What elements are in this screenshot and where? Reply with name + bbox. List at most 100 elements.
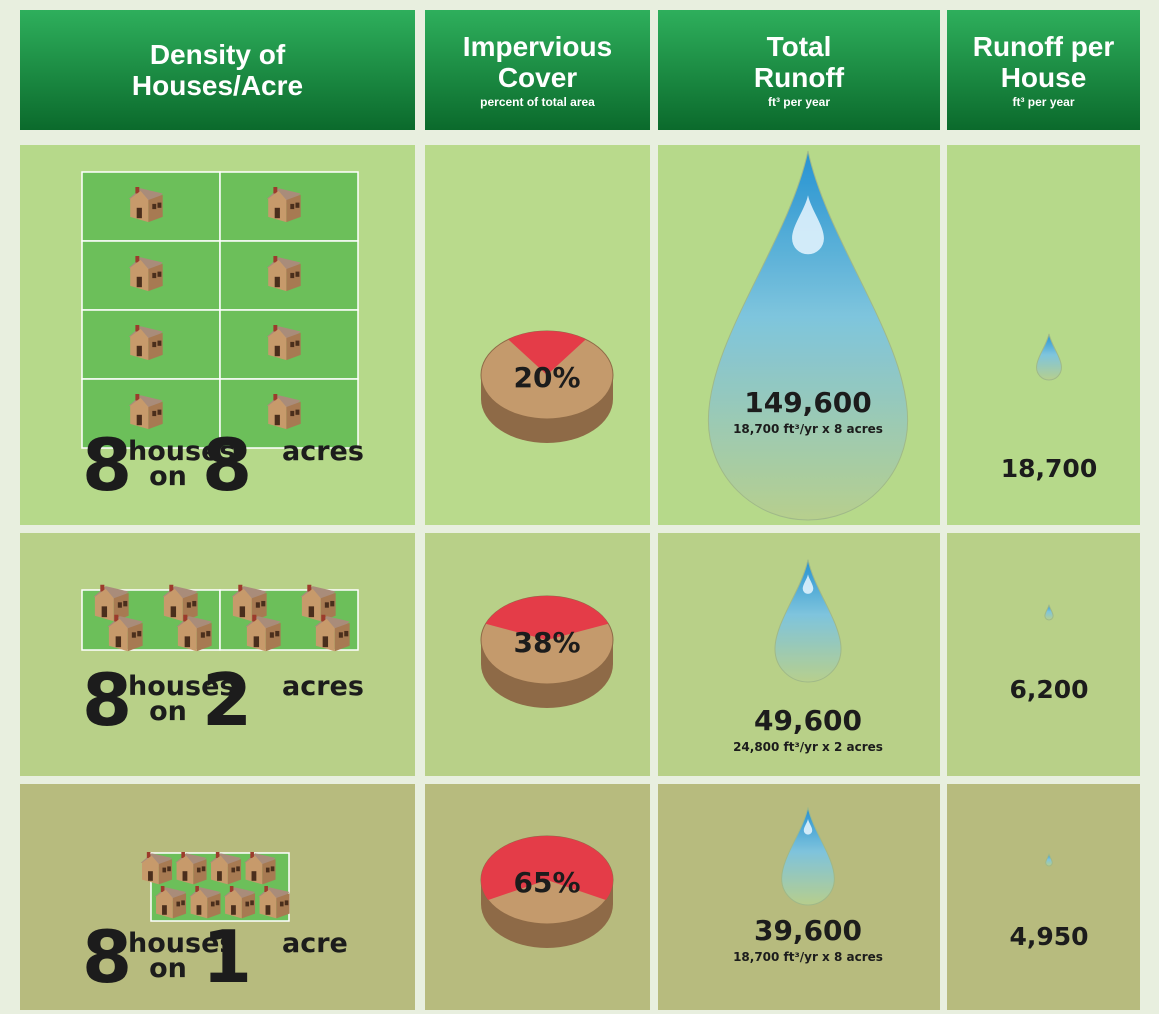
house-window xyxy=(187,602,191,607)
house-door xyxy=(148,871,153,881)
on-word: on xyxy=(149,461,187,492)
house-door xyxy=(323,636,328,647)
house-door xyxy=(275,277,280,287)
house-window xyxy=(132,632,136,637)
house-window xyxy=(296,410,300,415)
house-door xyxy=(162,905,167,915)
house-door xyxy=(275,208,280,218)
house-door xyxy=(309,606,314,617)
house-window xyxy=(290,204,294,209)
header: Total Runoff ft³ per year xyxy=(658,10,940,130)
house-window xyxy=(330,601,334,606)
row-cell xyxy=(947,784,1140,1010)
house-door xyxy=(185,636,190,647)
house-window xyxy=(123,601,127,606)
house-window xyxy=(280,902,284,907)
house-door xyxy=(137,208,142,218)
row-cell xyxy=(947,533,1140,776)
acre-count: 2 xyxy=(202,658,252,742)
runoff-per-house: 6,200 xyxy=(1009,675,1088,704)
house-window xyxy=(118,602,122,607)
house-window xyxy=(285,900,289,905)
house-door xyxy=(240,606,245,617)
house-window xyxy=(296,272,300,277)
page: 8houseson8acres20%149,60018,700 ft³/yr x… xyxy=(0,0,1159,1014)
infographic: 8houseson8acres20%149,60018,700 ft³/yr x… xyxy=(0,0,1159,1014)
house-count: 8 xyxy=(82,915,132,999)
house-door xyxy=(137,415,142,425)
header: Runoff per House ft³ per year xyxy=(947,10,1140,130)
house-window xyxy=(245,902,249,907)
house-door xyxy=(266,905,271,915)
house-door xyxy=(197,905,202,915)
house-window xyxy=(152,411,156,416)
house-window xyxy=(231,868,235,873)
house-window xyxy=(158,410,162,415)
house-window xyxy=(192,601,196,606)
house-count: 8 xyxy=(82,658,132,742)
house-door xyxy=(275,415,280,425)
total-runoff: 149,600 xyxy=(744,386,872,419)
house-window xyxy=(201,632,205,637)
header-subtitle: ft³ per year xyxy=(768,95,830,109)
acre-count: 8 xyxy=(202,423,252,507)
house-window xyxy=(216,900,220,905)
house-window xyxy=(250,900,254,905)
house-window xyxy=(152,204,156,209)
house-door xyxy=(137,277,142,287)
house-door xyxy=(183,871,188,881)
house-door xyxy=(252,871,257,881)
impervious-label: 65% xyxy=(513,866,580,899)
header-subtitle: percent of total area xyxy=(480,95,595,109)
house-door xyxy=(254,636,259,647)
house-window xyxy=(158,341,162,346)
house-door xyxy=(231,905,236,915)
total-note: 24,800 ft³/yr x 2 acres xyxy=(733,740,883,754)
header-title: Runoff per House xyxy=(954,31,1134,93)
house-window xyxy=(290,342,294,347)
header-subtitle: ft³ per year xyxy=(1012,95,1074,109)
house-door xyxy=(217,871,222,881)
on-word: on xyxy=(149,696,187,727)
house-door xyxy=(102,606,107,617)
house-window xyxy=(152,273,156,278)
house-window xyxy=(176,902,180,907)
house-window xyxy=(162,868,166,873)
house-window xyxy=(261,601,265,606)
house-window xyxy=(152,342,156,347)
house-window xyxy=(296,341,300,346)
header-title: Impervious Cover xyxy=(443,31,633,93)
house-door xyxy=(171,606,176,617)
house-window xyxy=(266,868,270,873)
house-window xyxy=(290,411,294,416)
acres-word: acres xyxy=(282,671,364,702)
total-note: 18,700 ft³/yr x 8 acres xyxy=(733,422,883,436)
house-window xyxy=(197,868,201,873)
runoff-per-house: 4,950 xyxy=(1009,922,1088,951)
total-runoff: 49,600 xyxy=(754,704,862,737)
acres-word: acres xyxy=(282,436,364,467)
house-window xyxy=(296,203,300,208)
total-note: 18,700 ft³/yr x 8 acres xyxy=(733,950,883,964)
house-count: 8 xyxy=(82,423,132,507)
house-window xyxy=(211,902,215,907)
house-door xyxy=(137,346,142,356)
house-window xyxy=(206,631,210,636)
header: Impervious Cover percent of total area xyxy=(425,10,650,130)
house-window xyxy=(167,866,171,871)
house-window xyxy=(290,273,294,278)
impervious-label: 20% xyxy=(513,361,580,394)
house-window xyxy=(344,631,348,636)
house-window xyxy=(271,866,275,871)
impervious-label: 38% xyxy=(513,626,580,659)
on-word: on xyxy=(149,953,187,984)
runoff-per-house: 18,700 xyxy=(1001,454,1097,483)
header-title: Density of Houses/Acre xyxy=(98,39,338,101)
house-door xyxy=(116,636,121,647)
house-window xyxy=(137,631,141,636)
header: Density of Houses/Acre xyxy=(20,10,415,130)
header-title: Total Runoff xyxy=(734,31,864,93)
acre-count: 1 xyxy=(202,915,252,999)
house-door xyxy=(275,346,280,356)
house-window xyxy=(325,602,329,607)
